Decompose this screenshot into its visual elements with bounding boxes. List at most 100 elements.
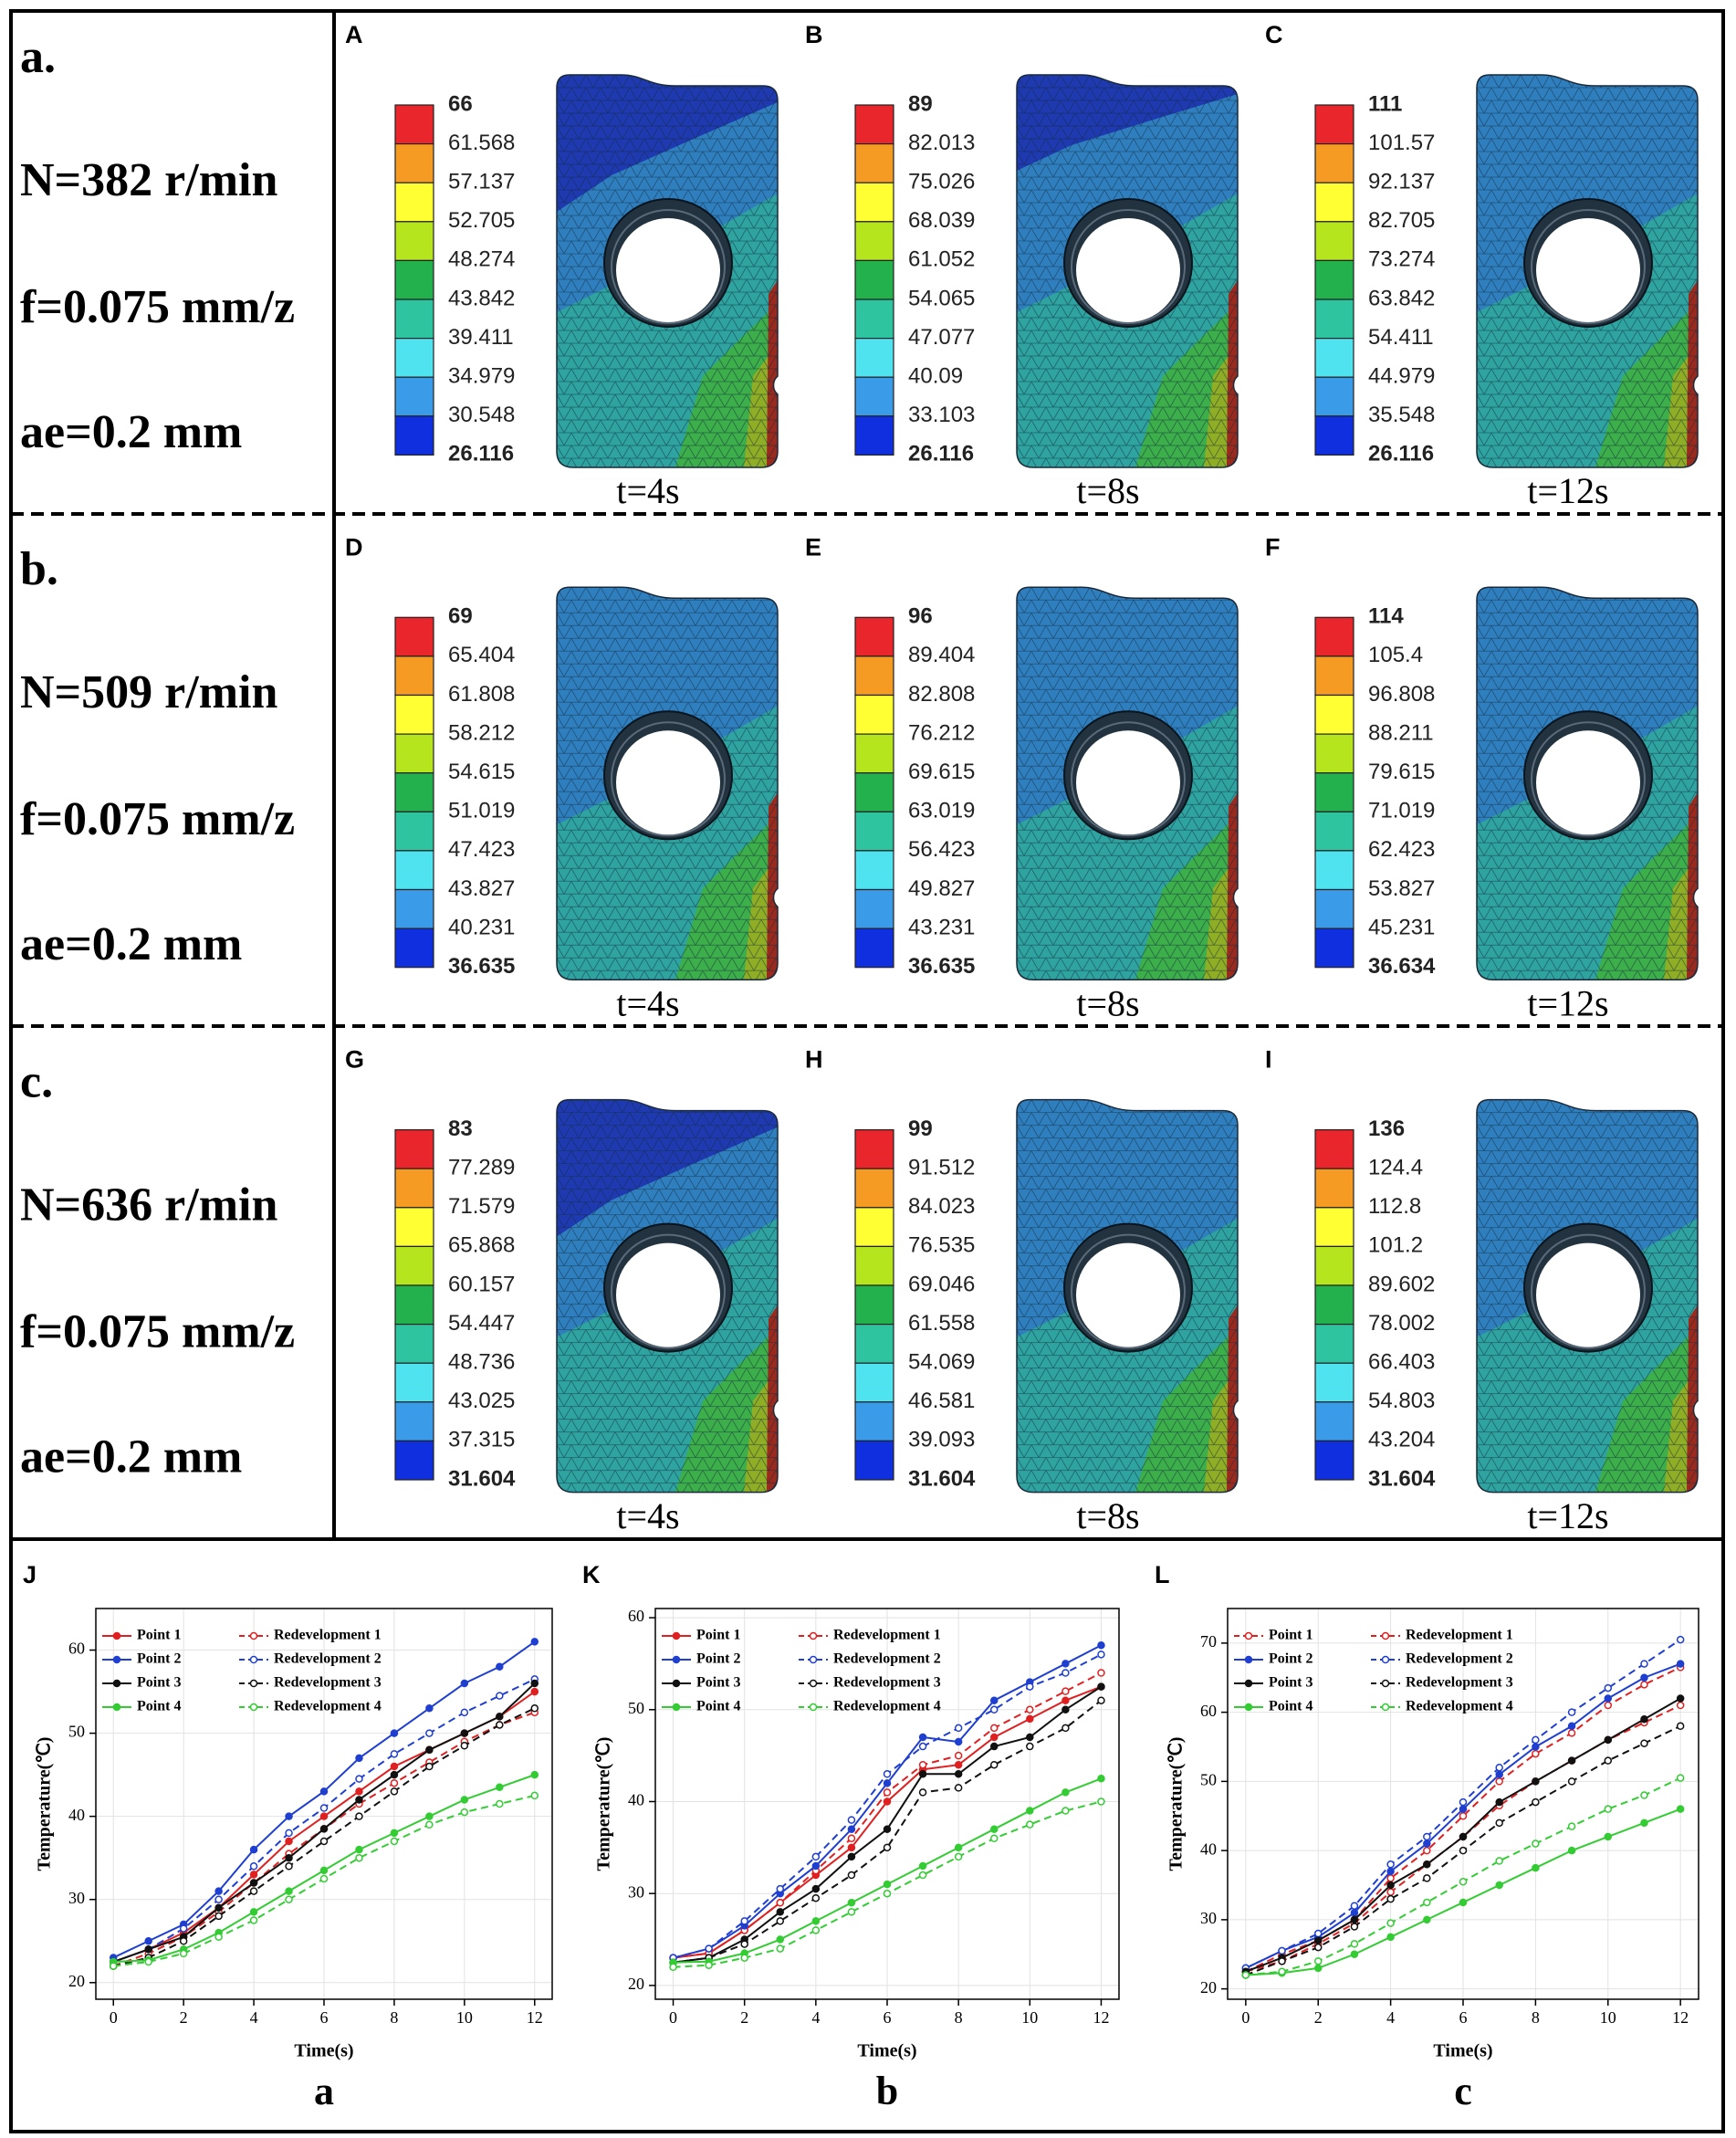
colorbar-label: 61.052 bbox=[908, 247, 975, 272]
colorbar-label: 76.535 bbox=[908, 1233, 975, 1258]
colorbar-label: 40.231 bbox=[448, 915, 515, 939]
data-point bbox=[1676, 1694, 1685, 1703]
colorbar-box bbox=[1314, 655, 1354, 697]
data-point bbox=[883, 1788, 892, 1797]
data-point bbox=[811, 1852, 821, 1861]
data-point bbox=[1423, 1915, 1431, 1924]
contour-panel: I 136 124.4 112.8 101.2 89.602 78.002 66.403 54.… bbox=[1265, 1046, 1699, 1536]
colorbar-label: 82.705 bbox=[1368, 208, 1435, 233]
hole-ring bbox=[1071, 209, 1186, 324]
colorbar-box bbox=[394, 694, 434, 735]
x-tick-label: 12 bbox=[527, 2008, 543, 2027]
x-tick-label: 4 bbox=[811, 2008, 820, 2027]
data-point bbox=[249, 1916, 258, 1924]
legend-label: Redevelopment 2 bbox=[1406, 1651, 1513, 1667]
colorbar-label: 65.404 bbox=[448, 643, 515, 667]
colorbar-box bbox=[854, 1401, 894, 1441]
y-tick-label: 70 bbox=[1200, 1632, 1217, 1651]
time-label: t=8s bbox=[1076, 1495, 1139, 1536]
legend-label: Point 4 bbox=[137, 1699, 181, 1714]
colorbar-label: 89.404 bbox=[908, 643, 975, 667]
data-point bbox=[1061, 1724, 1070, 1733]
data-point bbox=[319, 1787, 329, 1796]
data-point bbox=[954, 1751, 963, 1760]
colorbar-box bbox=[1314, 182, 1354, 223]
contour-panel: H 99 91.512 84.023 76.535 69.046 61.558 54.069 4… bbox=[805, 1046, 1239, 1536]
insert-outline bbox=[1016, 74, 1239, 468]
data-point bbox=[883, 1770, 892, 1778]
colorbar-box bbox=[1314, 928, 1354, 969]
data-point bbox=[740, 1954, 748, 1962]
data-point bbox=[811, 1884, 821, 1893]
data-point bbox=[1532, 1735, 1540, 1745]
time-label: t=4s bbox=[616, 470, 679, 511]
tool-insert bbox=[1476, 74, 1699, 468]
x-axis-label: Time(s) bbox=[1433, 2041, 1492, 2061]
tool-insert bbox=[1476, 586, 1699, 981]
tool-insert bbox=[1016, 586, 1239, 981]
colorbar-label: 84.023 bbox=[908, 1194, 975, 1219]
colorbar-label: 34.979 bbox=[448, 364, 515, 389]
data-point bbox=[1097, 1669, 1105, 1677]
colorbar-label: 73.274 bbox=[1368, 247, 1435, 272]
data-point bbox=[144, 1945, 152, 1954]
data-point bbox=[1350, 1909, 1359, 1917]
data-point bbox=[1026, 1742, 1034, 1751]
x-tick-label: 10 bbox=[1600, 2008, 1616, 2027]
y-tick-label: 50 bbox=[1200, 1771, 1217, 1789]
legend-marker bbox=[249, 1679, 258, 1688]
data-point bbox=[918, 1788, 927, 1797]
colorbar-label: 39.093 bbox=[908, 1428, 975, 1452]
data-point bbox=[249, 1887, 258, 1895]
data-point bbox=[530, 1687, 539, 1696]
data-point bbox=[1386, 1888, 1395, 1896]
data-point bbox=[1640, 1739, 1648, 1747]
colorbar-label: 78.002 bbox=[1368, 1311, 1435, 1336]
data-point bbox=[1350, 1915, 1359, 1924]
data-point bbox=[1459, 1877, 1468, 1886]
colorbar-box bbox=[1314, 259, 1354, 300]
colorbar-box bbox=[1314, 1440, 1354, 1481]
outer-frame bbox=[9, 9, 1725, 2133]
hole-ring bbox=[1071, 1233, 1186, 1349]
legend-label: Redevelopment 4 bbox=[274, 1699, 382, 1714]
data-point bbox=[496, 1662, 504, 1671]
data-point bbox=[1495, 1818, 1503, 1828]
data-point bbox=[425, 1729, 434, 1737]
colorbar-label: 36.635 bbox=[908, 954, 975, 979]
hole bbox=[1536, 730, 1640, 835]
colorbar-box bbox=[394, 299, 434, 340]
colorbar-label: 65.868 bbox=[448, 1233, 515, 1258]
colorbar-box bbox=[854, 1128, 894, 1169]
colorbar-box bbox=[394, 221, 434, 262]
legend-marker bbox=[672, 1679, 681, 1688]
data-point bbox=[776, 1884, 785, 1893]
data-point bbox=[883, 1843, 892, 1852]
chart-letter: K bbox=[582, 1561, 601, 1588]
colorbar-label: 43.827 bbox=[448, 876, 515, 901]
data-point bbox=[390, 1787, 399, 1796]
tool-insert bbox=[556, 1098, 779, 1493]
panel-letter: I bbox=[1265, 1046, 1272, 1074]
data-point bbox=[390, 1762, 399, 1771]
data-point bbox=[249, 1871, 258, 1879]
data-point bbox=[1061, 1696, 1070, 1704]
data-point bbox=[1350, 1940, 1359, 1948]
data-point bbox=[1495, 1763, 1503, 1772]
insert-outline bbox=[556, 74, 779, 468]
x-axis-label: Time(s) bbox=[294, 2041, 353, 2061]
data-point bbox=[918, 1770, 927, 1778]
data-point bbox=[954, 1843, 963, 1852]
data-point bbox=[954, 1724, 963, 1733]
colorbar-box bbox=[394, 850, 434, 891]
data-point bbox=[847, 1899, 856, 1907]
data-point bbox=[1386, 1860, 1395, 1869]
data-point bbox=[1386, 1881, 1395, 1890]
data-point bbox=[1278, 1967, 1286, 1976]
legend-label: Redevelopment 4 bbox=[833, 1699, 941, 1714]
data-point bbox=[1097, 1775, 1105, 1783]
data-point bbox=[1604, 1756, 1613, 1765]
colorbar-label: 43.025 bbox=[448, 1389, 515, 1413]
tool-insert bbox=[1016, 74, 1239, 468]
y-tick-label: 60 bbox=[628, 1607, 644, 1625]
